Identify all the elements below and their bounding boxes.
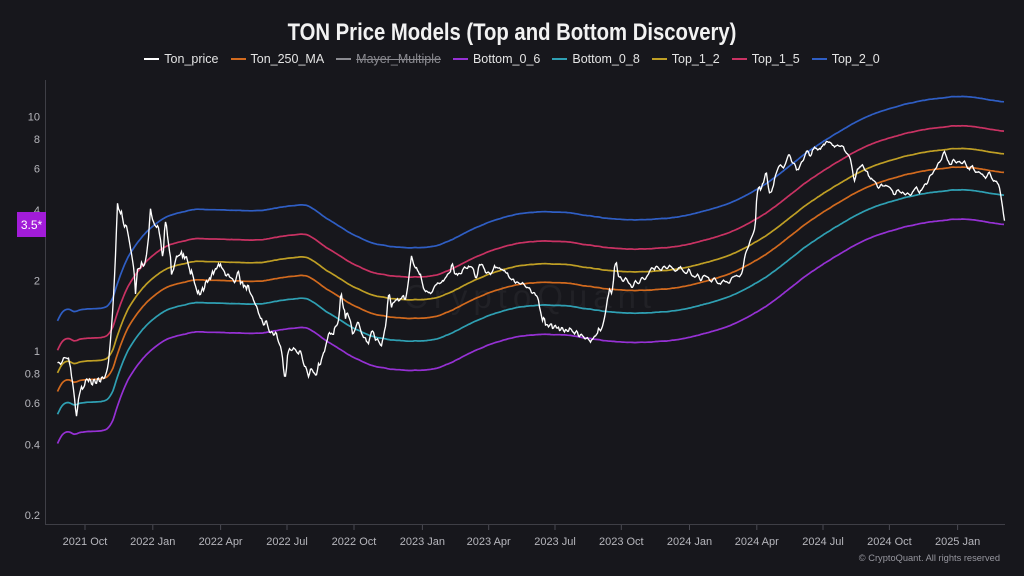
svg-text:4: 4 bbox=[34, 205, 40, 217]
svg-text:0.4: 0.4 bbox=[25, 439, 40, 451]
svg-text:2: 2 bbox=[34, 275, 40, 287]
svg-text:2022 Jul: 2022 Jul bbox=[266, 536, 308, 548]
svg-text:0.6: 0.6 bbox=[25, 398, 40, 410]
svg-text:2023 Oct: 2023 Oct bbox=[599, 536, 644, 548]
svg-text:2022 Jan: 2022 Jan bbox=[130, 536, 175, 548]
svg-text:8: 8 bbox=[34, 134, 40, 146]
svg-text:2023 Jan: 2023 Jan bbox=[400, 536, 445, 548]
svg-text:0.2: 0.2 bbox=[25, 510, 40, 522]
svg-text:6: 6 bbox=[34, 164, 40, 176]
svg-text:2025 Jan: 2025 Jan bbox=[935, 536, 980, 548]
svg-text:2023 Apr: 2023 Apr bbox=[467, 536, 511, 548]
svg-text:1: 1 bbox=[34, 346, 40, 358]
svg-text:2024 Oct: 2024 Oct bbox=[867, 536, 912, 548]
svg-text:2024 Jul: 2024 Jul bbox=[802, 536, 844, 548]
svg-text:2022 Apr: 2022 Apr bbox=[199, 536, 243, 548]
svg-text:2024 Apr: 2024 Apr bbox=[735, 536, 779, 548]
svg-text:0.8: 0.8 bbox=[25, 369, 40, 381]
svg-text:2021 Oct: 2021 Oct bbox=[63, 536, 108, 548]
svg-text:10: 10 bbox=[28, 112, 40, 124]
svg-text:2022 Oct: 2022 Oct bbox=[332, 536, 377, 548]
svg-text:2023 Jul: 2023 Jul bbox=[534, 536, 576, 548]
svg-text:2024 Jan: 2024 Jan bbox=[667, 536, 712, 548]
